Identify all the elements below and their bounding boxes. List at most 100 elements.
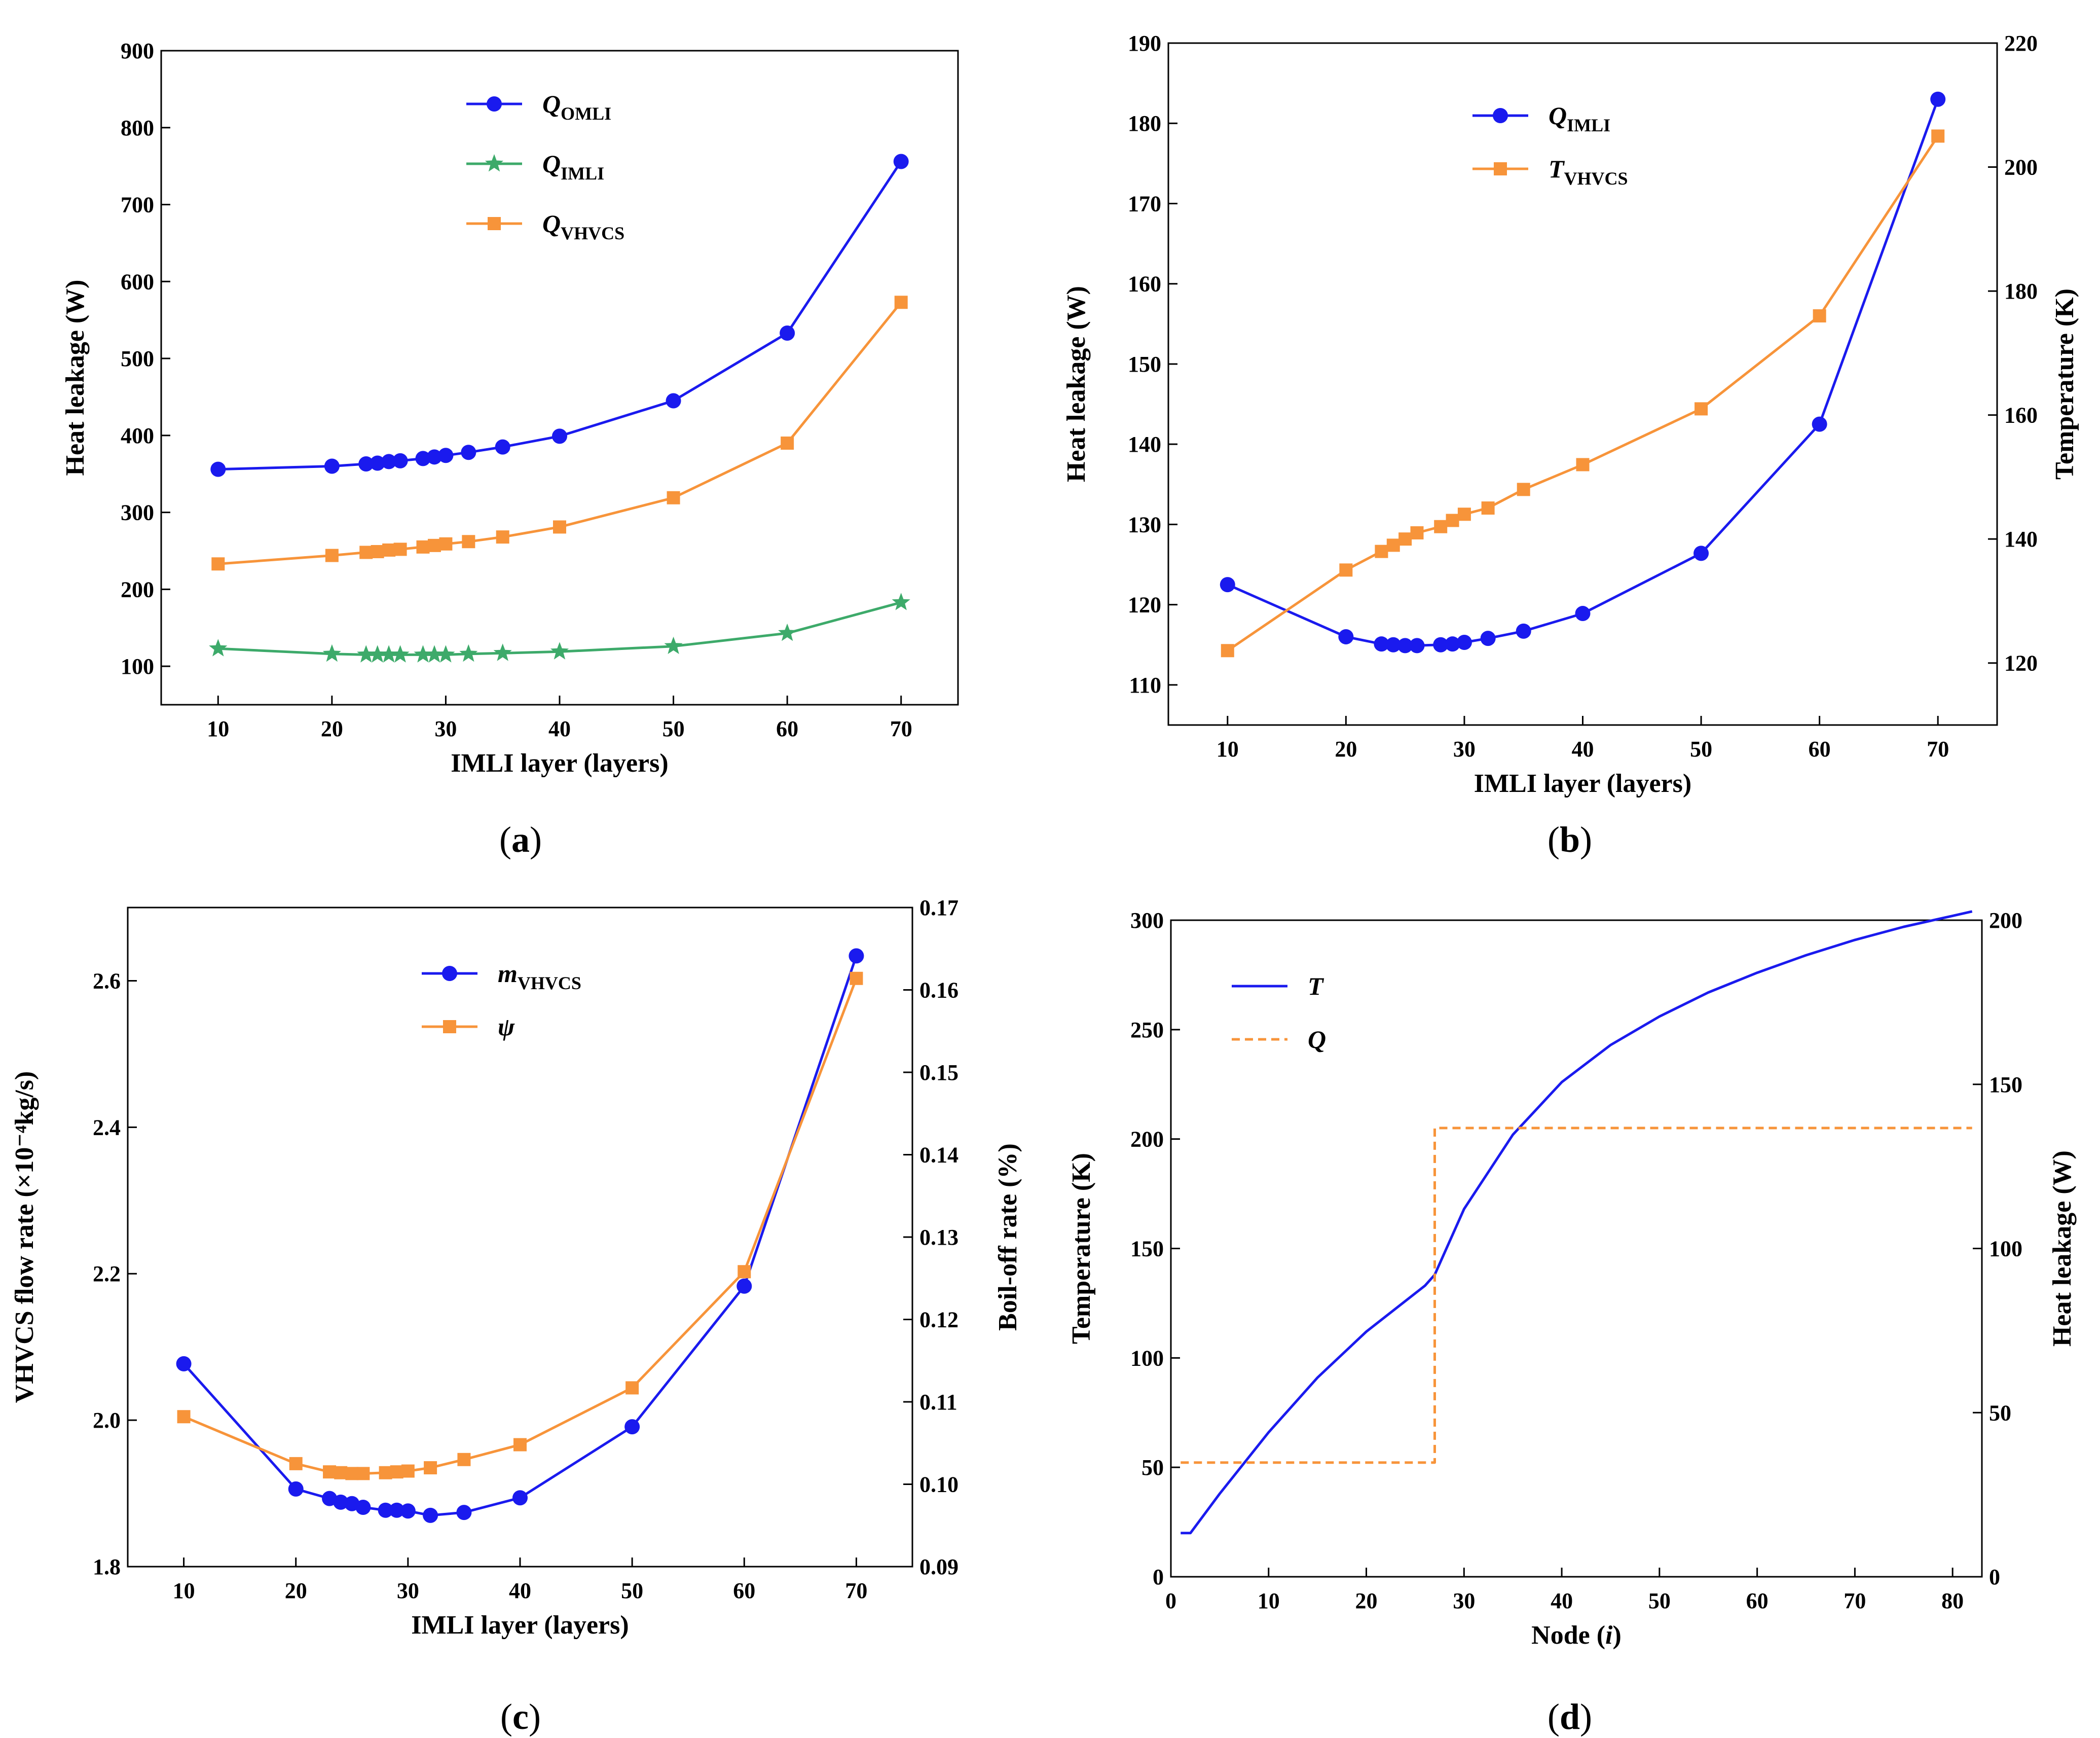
legend-marker: [1494, 162, 1507, 175]
x-tick-label: 30: [434, 716, 457, 741]
chart-d: 0 10 20 30 40 50 60 70 80 0 50 100 150 200 250 300 0 50 10…: [1067, 908, 2077, 1650]
y2-tick-label: 0.12: [919, 1308, 959, 1332]
y2-tick-label: 0.16: [919, 978, 959, 1003]
y-tick-label: 160: [1128, 272, 1161, 297]
legend-label: QVHVCS: [542, 209, 624, 243]
data-point: [667, 491, 680, 504]
legend-marker: [487, 96, 502, 112]
data-point: [370, 455, 385, 471]
y2-tick-label: 0.11: [919, 1390, 957, 1415]
x-tick-label: 60: [776, 716, 798, 741]
x-tick-label: 70: [1844, 1588, 1866, 1613]
x-axis-title: IMLI layer (layers): [451, 749, 668, 778]
y-tick-label: 2.0: [93, 1408, 121, 1433]
y2-tick-label: 100: [1989, 1237, 2022, 1261]
y2-tick-label: 200: [2004, 155, 2038, 180]
data-point: [1397, 638, 1413, 654]
y2-tick-label: 140: [2004, 527, 2038, 552]
data-point: [323, 1465, 337, 1479]
data-point: [1386, 538, 1400, 552]
data-point: [459, 644, 478, 662]
x-tick-label: 0: [1165, 1588, 1176, 1613]
data-point: [1694, 402, 1708, 416]
x-tick-label: 60: [1809, 737, 1831, 762]
data-point: [1339, 563, 1353, 577]
data-point: [1410, 526, 1424, 539]
x-tick-label: 10: [1217, 737, 1239, 762]
data-point: [664, 636, 683, 654]
y-tick-label: 300: [1130, 908, 1164, 933]
data-point: [1575, 606, 1591, 622]
x-tick-label: 30: [397, 1578, 419, 1603]
panel-label-c: (c): [500, 1696, 541, 1737]
legend-marker: [488, 217, 501, 230]
plot-frame: [160, 50, 959, 706]
y-tick-label: 700: [121, 193, 154, 218]
y-tick-label: 200: [1130, 1127, 1164, 1152]
y-tick-label: 2.2: [93, 1261, 121, 1286]
data-point: [381, 454, 397, 469]
legend-label: T: [1308, 972, 1324, 1000]
data-point: [493, 643, 512, 661]
chart-a: 10 20 30 40 50 60 70 100 200 300 400 500 600 700 800 90…: [61, 39, 959, 778]
data-point: [780, 325, 795, 341]
data-point: [382, 543, 396, 557]
data-point: [736, 1278, 752, 1294]
data-point: [1445, 636, 1460, 652]
x-tick-label: 50: [1690, 737, 1712, 762]
x-tick-label: 60: [1746, 1588, 1769, 1613]
legend-label: QOMLI: [542, 90, 611, 124]
y-tick-label: 150: [1130, 1237, 1164, 1261]
x-tick-label: 10: [207, 716, 229, 741]
series-line-omli: [218, 161, 902, 471]
data-point: [550, 642, 569, 660]
y-tick-label: 600: [121, 269, 154, 294]
legend-label: QIMLI: [1549, 101, 1610, 135]
y-tick-label: 100: [1130, 1346, 1164, 1370]
y2-tick-label: 0.09: [919, 1554, 959, 1579]
panel-label-b-letter: b: [1559, 819, 1580, 860]
data-point: [1930, 91, 1946, 107]
y-tick-label: 180: [1128, 111, 1161, 136]
y-tick-label: 800: [121, 116, 154, 140]
data-point: [1480, 631, 1496, 646]
y2-tick-label: 0: [1989, 1565, 2000, 1589]
data-point: [778, 623, 797, 641]
legend-label: mVHVCS: [498, 959, 581, 993]
legend-label: ψ: [498, 1012, 515, 1041]
data-point: [1338, 629, 1354, 644]
data-point: [553, 520, 566, 534]
y2-tick-label: 150: [1989, 1072, 2022, 1097]
plot-frame: [1170, 919, 1983, 1578]
y2-tick-label: 0.13: [919, 1225, 959, 1250]
data-point: [358, 456, 374, 472]
data-point: [401, 1464, 415, 1478]
data-point: [1374, 636, 1389, 652]
data-point: [359, 546, 373, 559]
data-point: [1434, 520, 1448, 533]
x-tick-label: 70: [890, 716, 912, 741]
data-point: [1481, 501, 1495, 515]
data-point: [390, 1465, 403, 1479]
x-tick-label: 70: [845, 1578, 867, 1603]
y-axis-title: VHVCS flow rate (×10⁻⁴kg/s): [10, 1071, 39, 1403]
data-point: [849, 948, 864, 964]
data-point: [288, 1481, 304, 1497]
data-point: [415, 451, 431, 466]
legend-label: Q: [1308, 1025, 1326, 1054]
y2-axis-title: Temperature (K): [2050, 288, 2079, 480]
data-point: [1375, 545, 1388, 558]
y-tick-label: 170: [1128, 191, 1161, 216]
y-tick-label: 2.6: [93, 968, 121, 993]
legend-label: QIMLI: [542, 150, 604, 184]
data-point: [1517, 483, 1530, 496]
data-point: [1516, 623, 1531, 639]
y-tick-label: 200: [121, 577, 154, 602]
x-tick-label: 70: [1927, 737, 1949, 762]
data-point: [438, 448, 454, 463]
data-point: [211, 557, 225, 571]
data-point: [1433, 637, 1449, 653]
panel-label-a: (a): [499, 819, 542, 860]
data-point: [368, 645, 387, 663]
data-point: [426, 449, 442, 465]
